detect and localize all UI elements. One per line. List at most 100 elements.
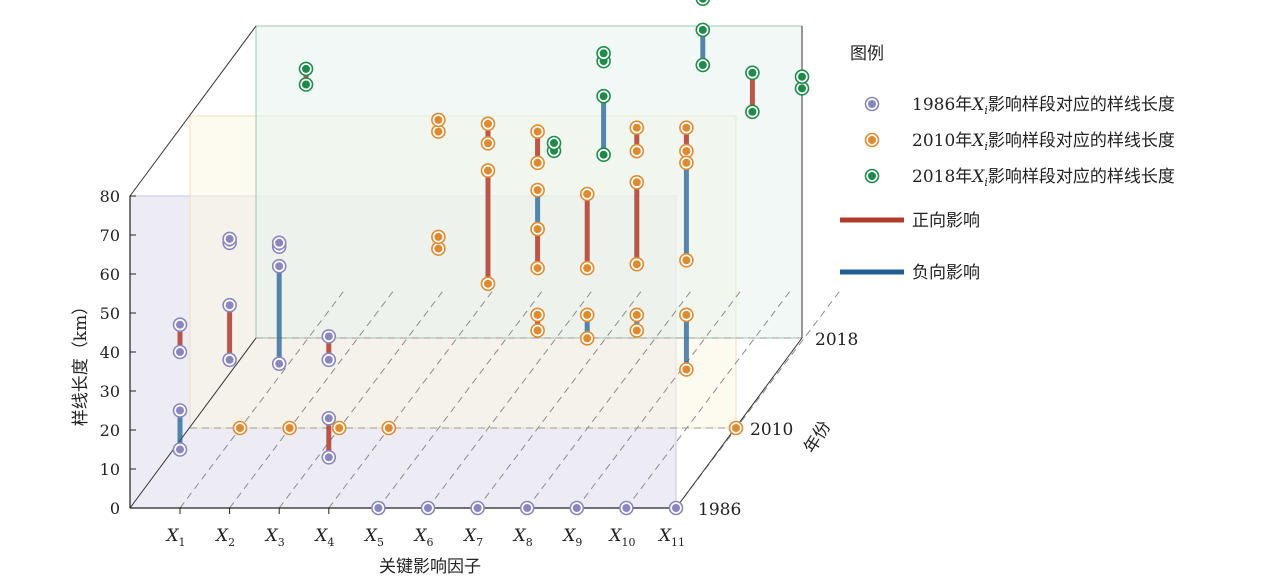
point-2010: [583, 264, 592, 273]
point-2010: [632, 260, 641, 269]
y-axis-label: 样线长度（km）: [71, 298, 91, 426]
wall-2018: [255, 25, 803, 339]
year-label-2010: 2010: [750, 420, 793, 440]
point-2010: [434, 115, 443, 124]
axes-layer: 0 10 20 30 40 50 60 70 80 X1 X2 X3 X4 X5 X6 X7 X8 X9 X10 X1…: [100, 25, 858, 549]
point-1986: [622, 504, 631, 512]
point-2018: [798, 84, 806, 93]
x-tick-label: X6: [412, 526, 433, 549]
x-tick-label: X9: [561, 526, 582, 549]
point-1986: [225, 301, 234, 310]
point-1986: [324, 332, 333, 341]
x-tick-label: X1: [164, 526, 185, 549]
year-label-2018: 2018: [815, 330, 858, 350]
point-1986: [176, 320, 184, 329]
point-2018: [698, 25, 707, 34]
point-1986: [275, 262, 284, 271]
point-2010: [533, 264, 542, 273]
point-2010: [682, 147, 691, 156]
depth-gridline: [328, 287, 496, 509]
depth-gridline: [179, 287, 347, 509]
point-1986: [523, 504, 532, 512]
y-tick-label: 10: [100, 460, 120, 479]
point-1986: [424, 504, 432, 512]
point-2018: [748, 107, 757, 116]
legend-label-positive: 正向影响: [912, 211, 980, 231]
point-1986: [225, 355, 234, 364]
point-2010: [335, 424, 344, 432]
point-2018: [798, 72, 806, 81]
walls-layer: [129, 25, 803, 509]
point-2018: [599, 49, 608, 58]
point-2010: [533, 225, 542, 234]
point-2010: [285, 424, 294, 432]
depth-gridline: [576, 287, 744, 509]
legend: 图例 1986年Xi影响样段对应的样线长度 2010年Xi影响样段对应的样线长度 2…: [840, 44, 1175, 283]
x-tick-label: X11: [657, 526, 685, 549]
y-tick-label: 60: [100, 265, 120, 284]
point-1986: [672, 504, 680, 512]
point-2010: [434, 232, 443, 241]
point-2010: [583, 190, 592, 198]
point-2010: [682, 310, 691, 319]
depth-gridline: [229, 287, 396, 509]
point-2010: [384, 424, 393, 432]
point-2010: [533, 186, 542, 195]
y-tick-label: 50: [100, 304, 120, 323]
legend-marker-1986: [868, 100, 876, 108]
point-2010: [682, 123, 691, 132]
point-1986: [176, 445, 184, 454]
point-2010: [632, 178, 641, 187]
y-tick-label: 0: [110, 499, 120, 518]
point-2018: [699, 0, 707, 3]
point-1986: [324, 414, 333, 423]
point-1986: [473, 504, 482, 512]
x-tick-label: X2: [214, 526, 235, 549]
point-2010: [484, 119, 492, 128]
y-tick-label: 70: [100, 226, 120, 245]
data-layer: [172, 0, 810, 516]
x-tick-label: X4: [313, 526, 334, 549]
point-2018: [302, 80, 310, 89]
x-tick-label: X8: [512, 526, 533, 549]
point-2010: [583, 334, 592, 343]
depth-gridline: [378, 287, 545, 509]
point-2010: [632, 123, 641, 132]
point-2018: [550, 139, 558, 147]
legend-title: 图例: [850, 44, 884, 64]
x-axis-title: 关键影响因子: [379, 557, 481, 577]
y-tick-label: 80: [100, 187, 120, 206]
point-2010: [236, 424, 244, 432]
point-2010: [434, 244, 443, 253]
point-2010: [583, 310, 592, 319]
legend-label-1986: 1986年Xi影响样段对应的样线长度: [912, 95, 1175, 117]
point-1986: [324, 355, 333, 364]
point-2018: [748, 68, 757, 77]
point-2010: [682, 158, 691, 167]
legend-label-2010: 2010年Xi影响样段对应的样线长度: [912, 131, 1175, 153]
point-2010: [533, 158, 542, 167]
x-tick-label: X3: [264, 526, 285, 549]
point-2010: [484, 139, 492, 148]
point-2010: [533, 127, 542, 136]
x-tick-label: X5: [363, 526, 384, 549]
point-2010: [533, 310, 542, 319]
point-1986: [324, 453, 333, 462]
point-2010: [632, 310, 641, 319]
point-2018: [599, 150, 608, 159]
point-2010: [632, 326, 641, 335]
point-2010: [434, 127, 443, 136]
z-axis-title: 年份: [800, 418, 835, 457]
year-label-1986: 1986: [698, 500, 741, 520]
legend-label-negative: 负向影响: [912, 263, 980, 283]
depth-gridline: [427, 287, 595, 509]
point-2018: [302, 64, 310, 73]
point-1986: [225, 234, 234, 243]
point-2010: [732, 424, 740, 432]
box-edge: [129, 25, 257, 197]
x-tick-label: X7: [462, 526, 483, 549]
point-1986: [176, 348, 184, 356]
y-tick-label: 20: [100, 421, 120, 440]
depth-gridline: [278, 287, 446, 509]
